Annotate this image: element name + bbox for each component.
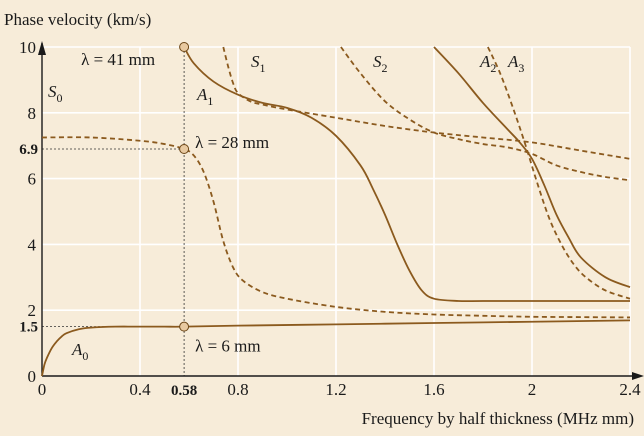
y-tick-label: 4: [28, 235, 37, 254]
x-highlight-tick-label: 0.58: [171, 383, 197, 399]
label-subscript: 0: [82, 349, 88, 363]
y-tick-label: 0: [28, 367, 37, 386]
y-highlight-tick-label: 6.9: [19, 142, 38, 158]
marker-label: λ = 28 mm: [195, 133, 269, 152]
guide-lines: [42, 47, 185, 376]
x-tick-label: 0: [38, 380, 47, 399]
y-tick-label: 10: [19, 38, 36, 57]
markers: λ = 41 mm λ = 28 mm λ = 6 mm: [81, 42, 269, 356]
label-a2: A2: [479, 52, 496, 75]
x-axis-arrow: [632, 372, 644, 380]
x-tick-label: 2: [528, 380, 537, 399]
curve-a3: [487, 46, 631, 300]
grid-lines: [42, 46, 631, 376]
marker-label: λ = 6 mm: [195, 337, 261, 356]
x-axis-title: Frequency by half thickness (MHz mm): [362, 409, 634, 428]
y-tick-label: 2: [28, 301, 37, 320]
marker-point: [179, 321, 190, 332]
x-tick-label: 1.2: [325, 380, 346, 399]
curves: [41, 46, 631, 377]
curve-labels: A0 S0 A1 S1 S2 A2 A3: [48, 52, 524, 363]
label-a3: A3: [507, 52, 524, 75]
y-tick-label: 8: [28, 104, 37, 123]
marker-point: [179, 143, 190, 154]
label-s2: S2: [373, 52, 388, 75]
curve-a1: [183, 46, 630, 303]
x-tick-label: 2.4: [619, 380, 641, 399]
label-subscript: 3: [518, 61, 524, 75]
marker-label: λ = 41 mm: [81, 50, 155, 69]
y-tick-label: 6: [28, 170, 37, 189]
x-tick-label: 0.8: [227, 380, 248, 399]
label-s0: S0: [48, 82, 63, 105]
y-axis-title: Phase velocity (km/s): [4, 10, 151, 29]
label-subscript: 0: [57, 91, 63, 105]
label-subscript: 1: [207, 94, 213, 108]
curve-a2: [433, 46, 631, 289]
label-subscript: 1: [260, 61, 266, 75]
x-tick-label: 1.6: [423, 380, 444, 399]
axes: [38, 41, 644, 380]
curve-a0: [41, 319, 631, 377]
label-subscript: 2: [490, 61, 496, 75]
label-s1: S1: [251, 52, 266, 75]
x-tick-label: 0.4: [129, 380, 151, 399]
label-a0: A0: [71, 340, 88, 363]
curve-s1: [222, 46, 631, 160]
curve-s0: [41, 136, 631, 319]
curve-s2: [340, 46, 631, 182]
y-highlight-tick-label: 1.5: [19, 320, 38, 336]
y-axis-arrow: [38, 41, 46, 55]
marker-point: [179, 42, 190, 52]
label-a1: A1: [196, 85, 213, 108]
label-subscript: 2: [382, 61, 388, 75]
